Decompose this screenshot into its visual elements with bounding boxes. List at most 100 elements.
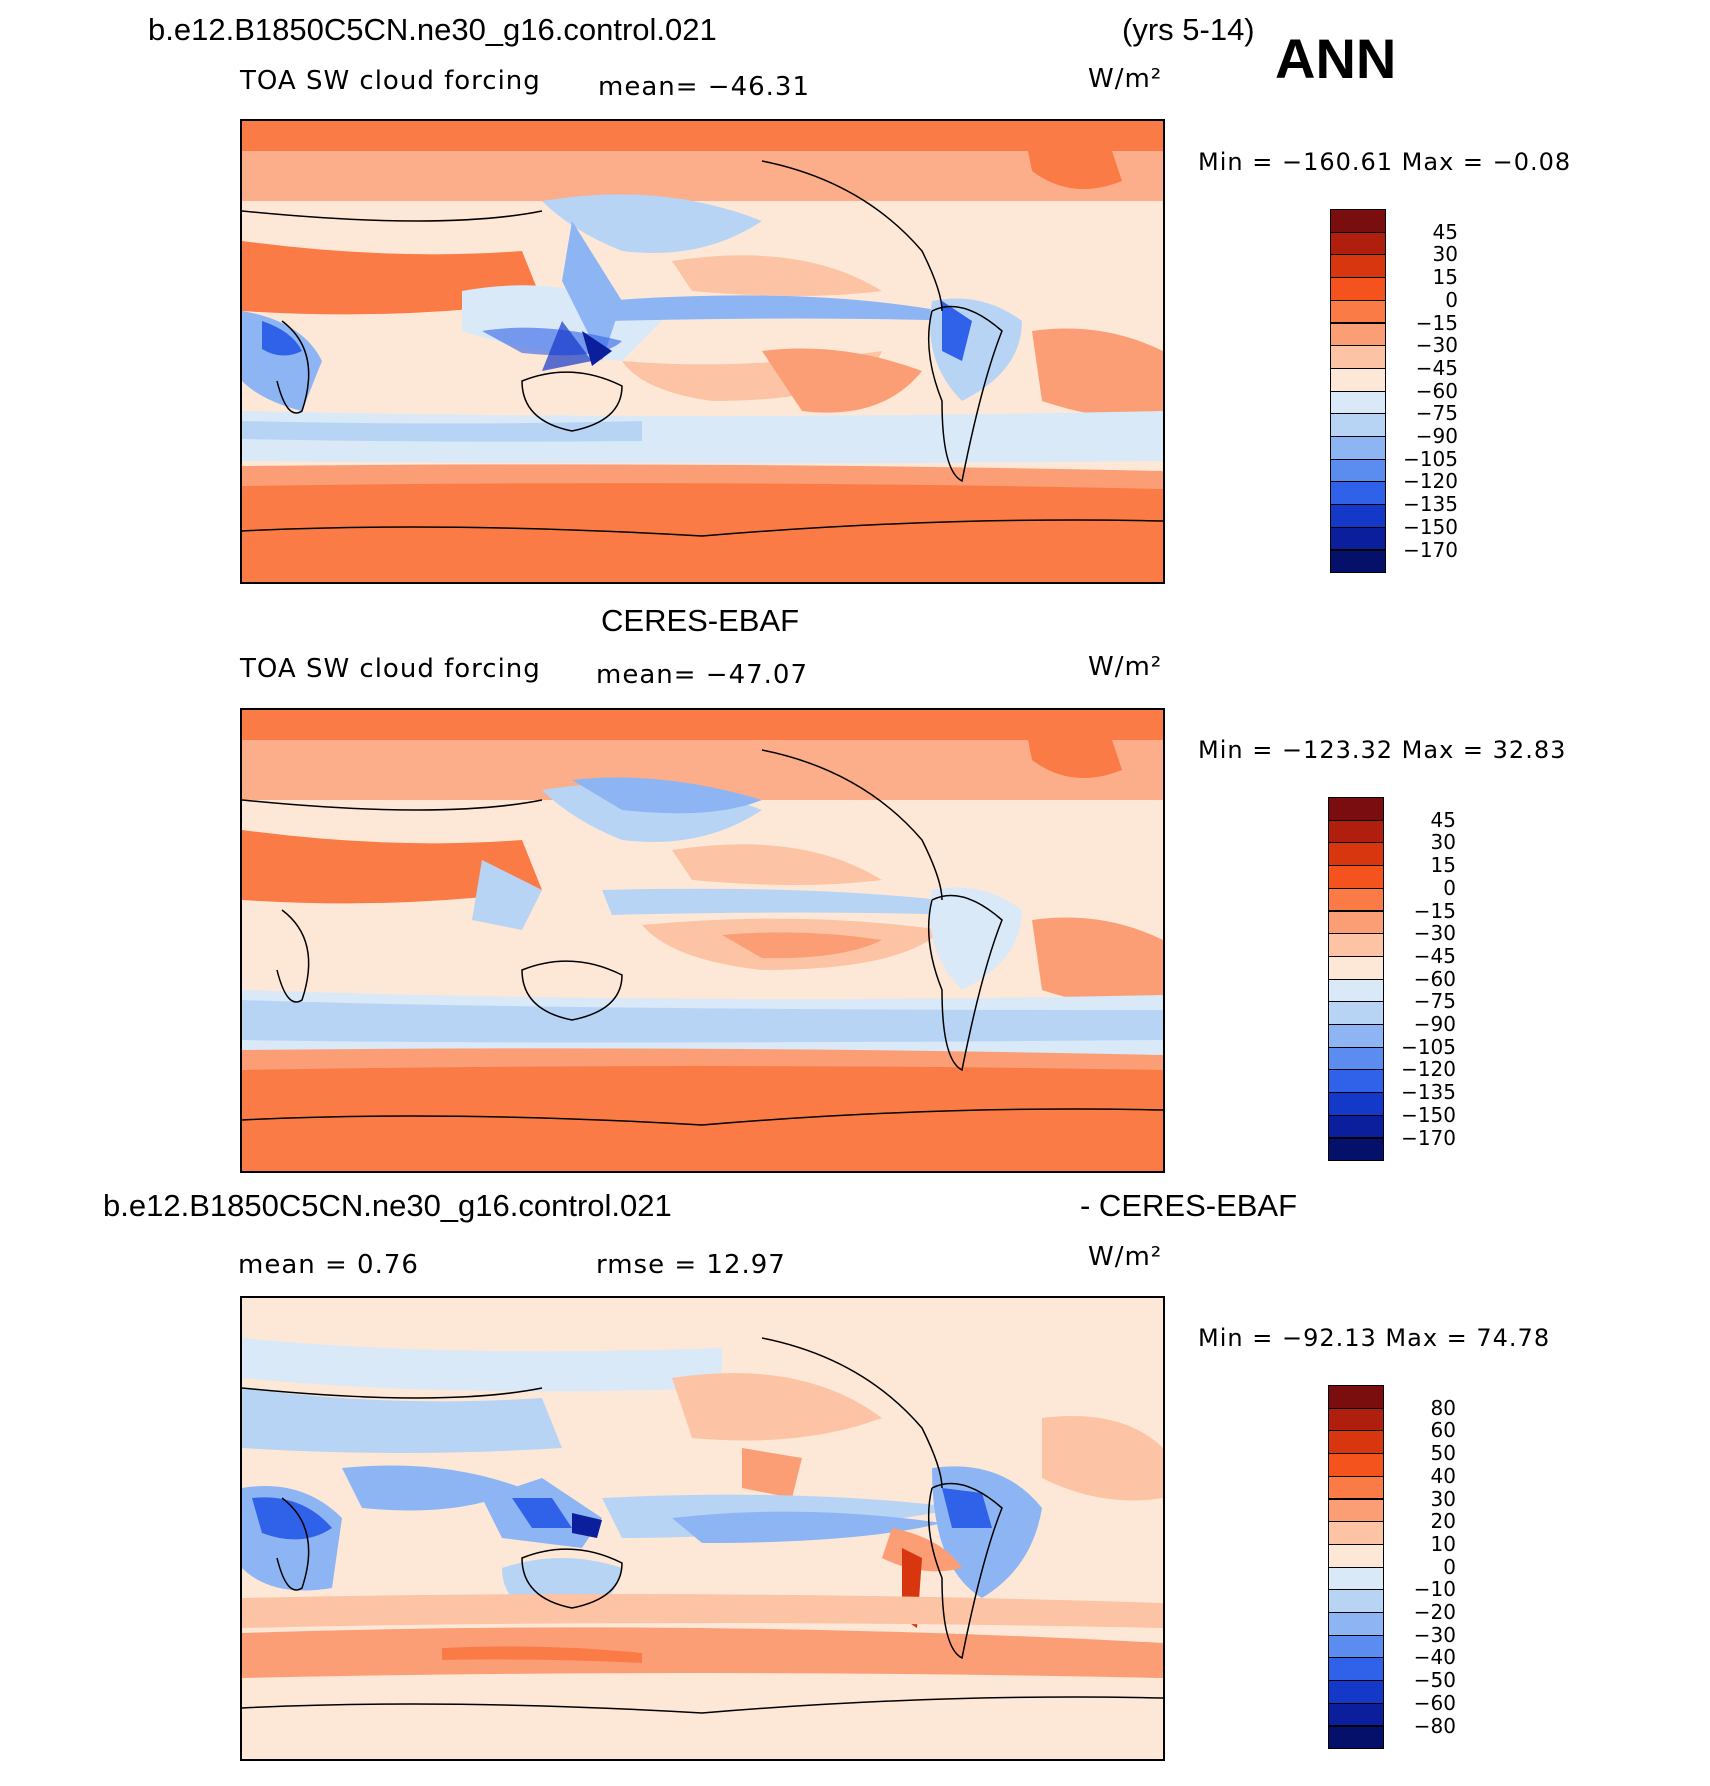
colorbar-segment [1330, 277, 1386, 301]
colorbar-segment [1328, 1612, 1384, 1636]
colorbar-segment [1328, 1046, 1384, 1071]
panel3-title-right: - CERES-EBAF [1080, 1188, 1298, 1223]
colorbar-tick-label: −75 [1415, 401, 1458, 426]
colorbar-tick-label: −60 [1413, 966, 1456, 991]
colorbar-tick-label: −170 [1403, 537, 1458, 562]
colorbar-tick-label: −135 [1403, 492, 1458, 517]
colorbar-segment [1328, 1566, 1384, 1591]
colorbar-segment [1328, 865, 1384, 889]
colorbar-segment [1328, 1453, 1384, 1477]
colorbar-segment [1328, 1069, 1384, 1094]
colorbar-tick-label: −40 [1413, 1645, 1456, 1670]
colorbar-segment [1328, 1385, 1384, 1409]
colorbar-segment [1328, 1001, 1384, 1025]
panel3-mean: mean = 0.76 [238, 1250, 419, 1280]
colorbar-tick-label: −150 [1403, 514, 1458, 539]
colorbar-segment [1328, 1407, 1384, 1432]
colorbar-tick-label: 45 [1430, 807, 1456, 832]
colorbar-tick-label: 0 [1443, 875, 1456, 900]
colorbar-segment [1328, 819, 1384, 844]
colorbar-segment [1328, 1680, 1384, 1704]
colorbar-segment [1330, 231, 1386, 256]
colorbar-segment [1328, 1114, 1384, 1139]
colorbar-tick-label: 30 [1430, 830, 1456, 855]
panel2-mean: mean= −47.07 [596, 660, 809, 690]
colorbar-segment [1330, 299, 1386, 324]
colorbar-segment [1328, 1589, 1384, 1613]
colorbar-tick-label: 30 [1430, 1486, 1456, 1511]
colorbar-segment [1330, 436, 1386, 460]
colorbar-tick-label: 15 [1432, 265, 1458, 290]
case-title: b.e12.B1850C5CN.ne30_g16.control.021 [148, 12, 717, 47]
panel3-map [240, 1296, 1165, 1761]
colorbar-segment [1330, 322, 1386, 347]
colorbar-tick-label: −50 [1413, 1668, 1456, 1693]
colorbar-segment [1330, 481, 1386, 506]
colorbar-segment [1328, 1521, 1384, 1545]
colorbar-segment [1328, 1430, 1384, 1455]
panel2-variable: TOA SW cloud forcing [240, 654, 541, 684]
colorbar-segment [1330, 413, 1386, 437]
colorbar-tick-label: −105 [1401, 1034, 1456, 1059]
panel1-variable: TOA SW cloud forcing [240, 66, 541, 96]
colorbar-tick-label: −45 [1415, 355, 1458, 380]
colorbar-segment [1328, 1498, 1384, 1523]
colorbar-tick-label: −75 [1413, 989, 1456, 1014]
colorbar-tick-label: −30 [1413, 921, 1456, 946]
colorbar-tick-label: −15 [1415, 310, 1458, 335]
colorbar-segment [1328, 1092, 1384, 1116]
colorbar-segment [1328, 1024, 1384, 1048]
colorbar-tick-label: −105 [1403, 446, 1458, 471]
season-label: ANN [1275, 27, 1397, 90]
panel1-min-max: Min = −160.61 Max = −0.08 [1198, 148, 1572, 176]
colorbar-segment [1328, 887, 1384, 912]
colorbar-segment [1328, 1543, 1384, 1568]
panel1-units: W/m² [1088, 64, 1163, 94]
colorbar-tick-label: 15 [1430, 853, 1456, 878]
colorbar-segment [1328, 933, 1384, 957]
colorbar-segment [1330, 549, 1386, 574]
colorbar-tick-label: 45 [1432, 219, 1458, 244]
colorbar-segment [1330, 254, 1386, 279]
panel2-units: W/m² [1088, 652, 1163, 682]
colorbar-segment [1330, 345, 1386, 369]
colorbar-segment [1328, 910, 1384, 935]
panel1-mean: mean= −46.31 [598, 72, 811, 102]
colorbar-tick-label: 50 [1430, 1441, 1456, 1466]
colorbar-tick-label: −60 [1413, 1690, 1456, 1715]
colorbar-segment [1330, 367, 1386, 392]
panel3-title-left: b.e12.B1850C5CN.ne30_g16.control.021 [103, 1188, 672, 1223]
colorbar-tick-label: 40 [1430, 1463, 1456, 1488]
colorbar-tick-label: −20 [1413, 1600, 1456, 1624]
colorbar-segment [1328, 1702, 1384, 1727]
colorbar-tick-label: 10 [1430, 1531, 1456, 1556]
panel3-rmse: rmse = 12.97 [596, 1250, 786, 1280]
colorbar-segment [1328, 1657, 1384, 1682]
colorbar-segment [1328, 1725, 1384, 1750]
colorbar-segment [1328, 1475, 1384, 1500]
colorbar-segment [1328, 955, 1384, 980]
colorbar-segment [1330, 504, 1386, 528]
colorbar-tick-label: −150 [1401, 1102, 1456, 1127]
colorbar-tick-label: −90 [1415, 424, 1458, 448]
colorbar-segment [1328, 978, 1384, 1003]
panel2-title: CERES-EBAF [601, 603, 800, 638]
panel3-min-max: Min = −92.13 Max = 74.78 [1198, 1324, 1551, 1352]
colorbar-tick-label: 80 [1430, 1395, 1456, 1420]
colorbar-segment [1330, 209, 1386, 233]
colorbar-tick-label: −80 [1413, 1713, 1456, 1738]
colorbar-segment [1330, 458, 1386, 483]
colorbar-tick-label: −15 [1413, 898, 1456, 923]
colorbar-tick-label: −30 [1415, 333, 1458, 358]
colorbar-tick-label: 0 [1445, 287, 1458, 312]
panel3-units: W/m² [1088, 1242, 1163, 1272]
colorbar-tick-label: −90 [1413, 1012, 1456, 1036]
colorbar-tick-label: −135 [1401, 1080, 1456, 1105]
colorbar-tick-label: −10 [1413, 1577, 1456, 1602]
colorbar-segment [1330, 390, 1386, 415]
colorbar-tick-label: 0 [1443, 1554, 1456, 1579]
colorbar-segment [1328, 1137, 1384, 1162]
colorbar-tick-label: −30 [1413, 1622, 1456, 1647]
colorbar-tick-label: −60 [1415, 378, 1458, 403]
panel2-min-max: Min = −123.32 Max = 32.83 [1198, 736, 1567, 764]
